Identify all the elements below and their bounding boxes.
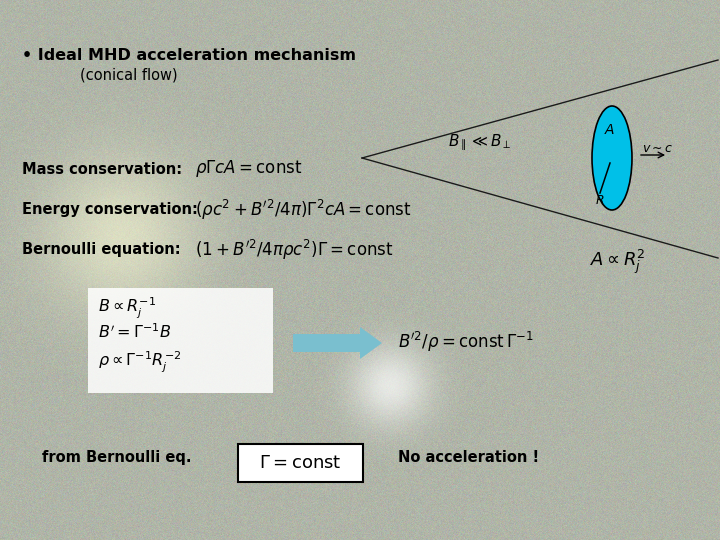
- Text: $B_{\parallel} \ll B_{\perp}$: $B_{\parallel} \ll B_{\perp}$: [448, 133, 512, 153]
- Text: $\rho \propto \Gamma^{-1}R_j^{-2}$: $\rho \propto \Gamma^{-1}R_j^{-2}$: [98, 350, 181, 375]
- Text: • Ideal MHD acceleration mechanism: • Ideal MHD acceleration mechanism: [22, 48, 356, 63]
- Ellipse shape: [592, 106, 632, 210]
- Bar: [238, 444, 363, 482]
- Text: $\rho\Gamma cA = \mathrm{const}$: $\rho\Gamma cA = \mathrm{const}$: [195, 158, 302, 179]
- Text: $B \propto R_j^{-1}$: $B \propto R_j^{-1}$: [98, 296, 156, 321]
- Text: $(\rho c^2 + B^{\prime 2}/4\pi)\Gamma^2 cA = \mathrm{const}$: $(\rho c^2 + B^{\prime 2}/4\pi)\Gamma^2 …: [195, 198, 412, 222]
- Text: $v{\sim}c$: $v{\sim}c$: [642, 141, 673, 154]
- Text: Mass conservation:: Mass conservation:: [22, 162, 182, 177]
- Polygon shape: [360, 327, 382, 359]
- Bar: [88, 288, 273, 393]
- Bar: [293, 334, 360, 352]
- Text: $\Gamma = \mathrm{const}$: $\Gamma = \mathrm{const}$: [258, 454, 341, 472]
- Text: R: R: [595, 193, 604, 206]
- Text: $(1 + B^{\prime 2}/4\pi\rho c^2)\Gamma = \mathrm{const}$: $(1 + B^{\prime 2}/4\pi\rho c^2)\Gamma =…: [195, 238, 394, 262]
- Text: No acceleration !: No acceleration !: [398, 450, 539, 465]
- Text: $B^{\prime 2}/\rho = \mathrm{const}\,\Gamma^{-1}$: $B^{\prime 2}/\rho = \mathrm{const}\,\Ga…: [398, 330, 534, 354]
- Text: Energy conservation:: Energy conservation:: [22, 202, 198, 217]
- Text: (conical flow): (conical flow): [80, 67, 178, 82]
- Text: $B' = \Gamma^{-1}B$: $B' = \Gamma^{-1}B$: [98, 322, 171, 341]
- Text: $A \propto R_j^2$: $A \propto R_j^2$: [590, 248, 646, 276]
- Text: from Bernoulli eq.: from Bernoulli eq.: [42, 450, 192, 465]
- Text: Bernoulli equation:: Bernoulli equation:: [22, 242, 181, 257]
- Text: A: A: [604, 123, 613, 137]
